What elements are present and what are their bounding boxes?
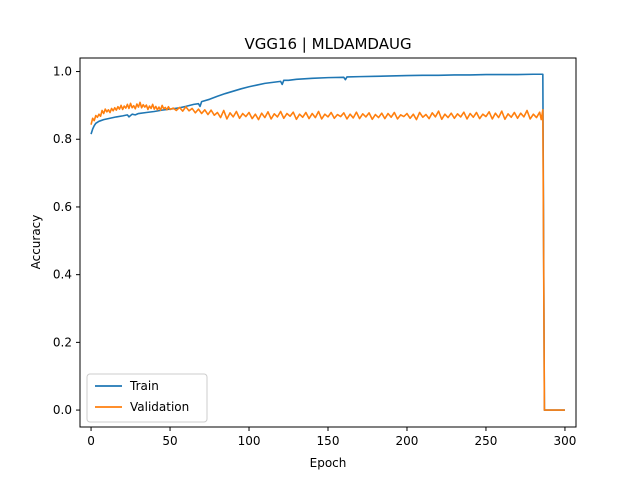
legend-train-label: Train [129,379,159,393]
plot-area: 0 50 100 150 200 250 300 0.0 0.2 0.4 0.6 0.8 1.0 [53,57,577,448]
x-tick-label: 100 [238,434,261,448]
x-axis-label: Epoch [310,456,347,470]
x-tick-label: 300 [553,434,576,448]
series-line-train [90,73,565,411]
y-tick-label: 0.6 [53,200,72,214]
x-tick-label: 0 [87,434,95,448]
x-tick-label: 150 [317,434,340,448]
x-tick-label: 50 [162,434,177,448]
legend-validation-label: Validation [130,400,189,414]
y-tick-label: 0.4 [53,268,72,282]
y-tick-label: 0.8 [53,132,72,146]
y-tick-label: 1.0 [53,65,72,79]
y-axis-label: Accuracy [29,215,43,270]
legend: Train Validation [86,373,208,423]
y-tick-label: 0.0 [53,403,72,417]
x-tick-label: 200 [396,434,419,448]
x-tick-label: 250 [475,434,498,448]
chart-title: VGG16 | MLDAMDAUG [244,35,411,53]
series-line-validation [90,101,565,411]
y-tick-label: 0.2 [53,335,72,349]
